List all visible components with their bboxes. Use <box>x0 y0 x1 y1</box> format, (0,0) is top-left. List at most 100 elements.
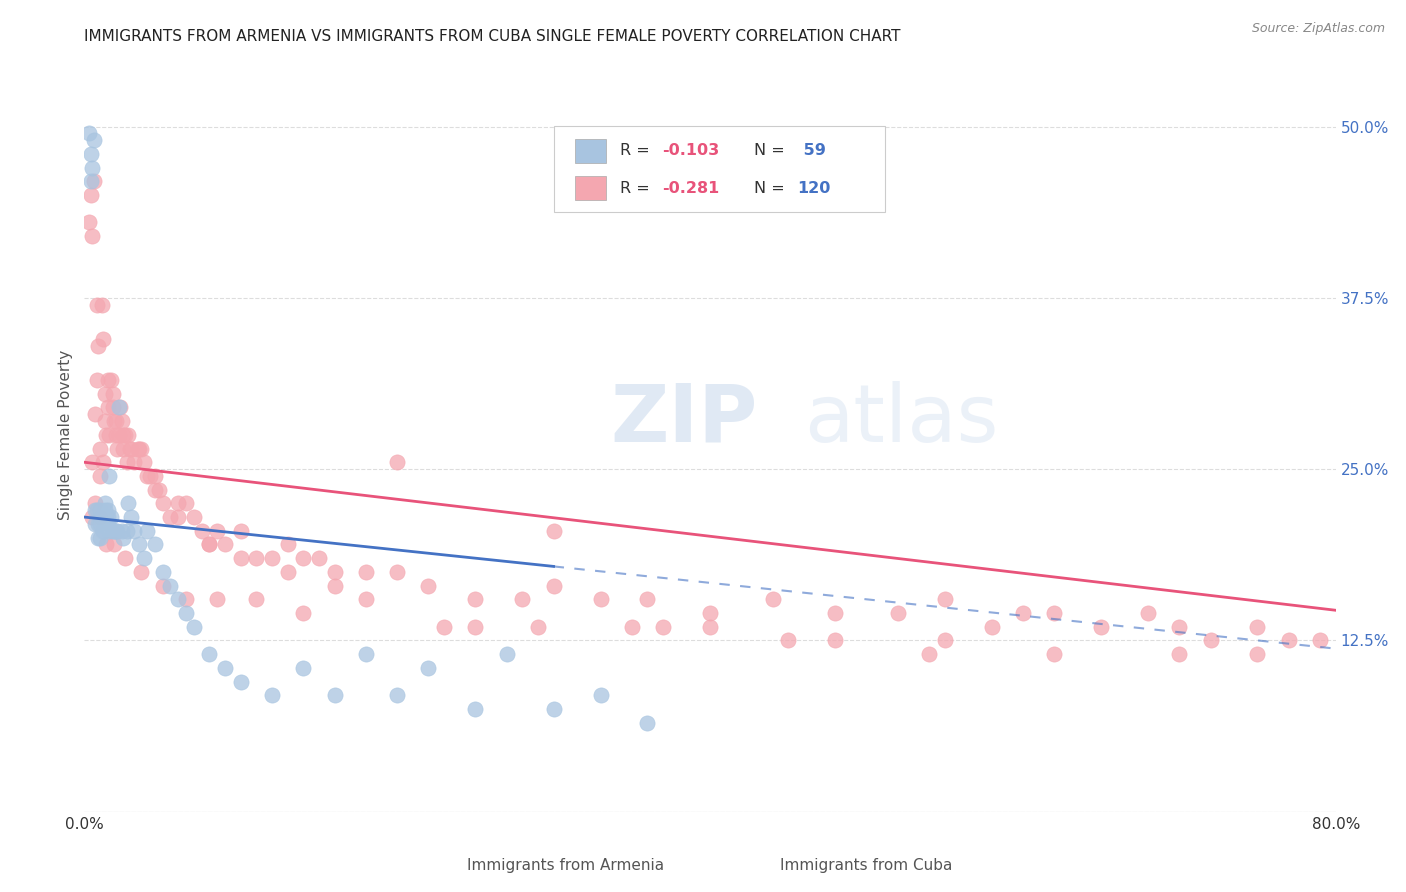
Point <box>292 551 315 566</box>
Point <box>91 510 114 524</box>
Point <box>1278 633 1301 648</box>
Point <box>292 606 315 620</box>
Point <box>79 188 101 202</box>
Point <box>934 592 956 607</box>
Point <box>323 565 346 579</box>
Point <box>132 551 155 566</box>
Point <box>82 455 104 469</box>
Point <box>1043 606 1066 620</box>
Point <box>105 442 128 456</box>
Point <box>167 510 190 524</box>
Point <box>512 592 534 607</box>
Point <box>103 524 125 538</box>
Point <box>136 524 159 538</box>
Point <box>91 332 114 346</box>
Point <box>91 455 114 469</box>
Point <box>89 503 111 517</box>
Point <box>120 510 142 524</box>
Text: atlas: atlas <box>804 381 998 458</box>
Point <box>918 647 941 661</box>
Point <box>117 427 139 442</box>
Point <box>543 702 565 716</box>
Point <box>589 688 612 702</box>
Point <box>87 531 110 545</box>
Point <box>79 174 101 188</box>
Point <box>262 551 284 566</box>
Point <box>103 537 125 551</box>
Point <box>308 551 330 566</box>
Point <box>167 496 190 510</box>
Point <box>86 298 108 312</box>
Text: Immigrants from Cuba: Immigrants from Cuba <box>780 858 952 873</box>
Y-axis label: Single Female Poverty: Single Female Poverty <box>58 350 73 520</box>
Point <box>84 496 107 510</box>
Point <box>385 455 409 469</box>
Point <box>934 633 956 648</box>
Text: 120: 120 <box>797 181 831 196</box>
Point <box>101 524 124 538</box>
Point <box>128 537 150 551</box>
FancyBboxPatch shape <box>422 855 457 876</box>
Point <box>118 442 141 456</box>
Point <box>152 565 174 579</box>
Point <box>98 469 121 483</box>
Point <box>82 161 104 175</box>
Point <box>124 455 146 469</box>
Point <box>1199 633 1222 648</box>
Text: N =: N = <box>754 144 790 158</box>
Point <box>97 510 120 524</box>
Point <box>104 427 127 442</box>
Point <box>1043 647 1066 661</box>
Point <box>152 496 174 510</box>
Point <box>174 592 197 607</box>
Point <box>100 510 122 524</box>
Point <box>93 503 115 517</box>
Point <box>354 647 377 661</box>
Point <box>128 442 150 456</box>
Point <box>77 126 100 140</box>
Point <box>214 661 236 675</box>
Point <box>527 620 550 634</box>
Point <box>323 578 346 592</box>
Point <box>1309 633 1331 648</box>
Point <box>433 620 456 634</box>
Point <box>174 496 197 510</box>
Point <box>98 427 121 442</box>
Point <box>229 524 252 538</box>
Point <box>104 414 127 428</box>
Point <box>323 688 346 702</box>
Point <box>77 215 100 229</box>
Point <box>589 592 612 607</box>
Point <box>136 469 159 483</box>
Point <box>84 516 107 531</box>
Point <box>132 455 155 469</box>
Point <box>190 524 212 538</box>
Point <box>637 592 659 607</box>
Point <box>495 647 517 661</box>
Point <box>115 524 138 538</box>
Point <box>385 688 409 702</box>
Text: 59: 59 <box>797 144 825 158</box>
Point <box>543 524 565 538</box>
Point <box>89 531 111 545</box>
Point <box>277 565 299 579</box>
Point <box>97 401 120 415</box>
Point <box>262 688 284 702</box>
Point <box>114 427 136 442</box>
Point <box>82 510 104 524</box>
Point <box>699 620 721 634</box>
Point <box>159 578 181 592</box>
Point <box>1168 647 1191 661</box>
Text: Immigrants from Armenia: Immigrants from Armenia <box>467 858 665 873</box>
Point <box>127 442 149 456</box>
Point <box>101 401 124 415</box>
Point <box>97 503 120 517</box>
Point <box>90 298 112 312</box>
Point <box>464 620 486 634</box>
Point <box>105 524 128 538</box>
Point <box>198 537 221 551</box>
Point <box>96 510 118 524</box>
Point <box>207 592 229 607</box>
Text: R =: R = <box>620 144 655 158</box>
Point <box>129 442 152 456</box>
